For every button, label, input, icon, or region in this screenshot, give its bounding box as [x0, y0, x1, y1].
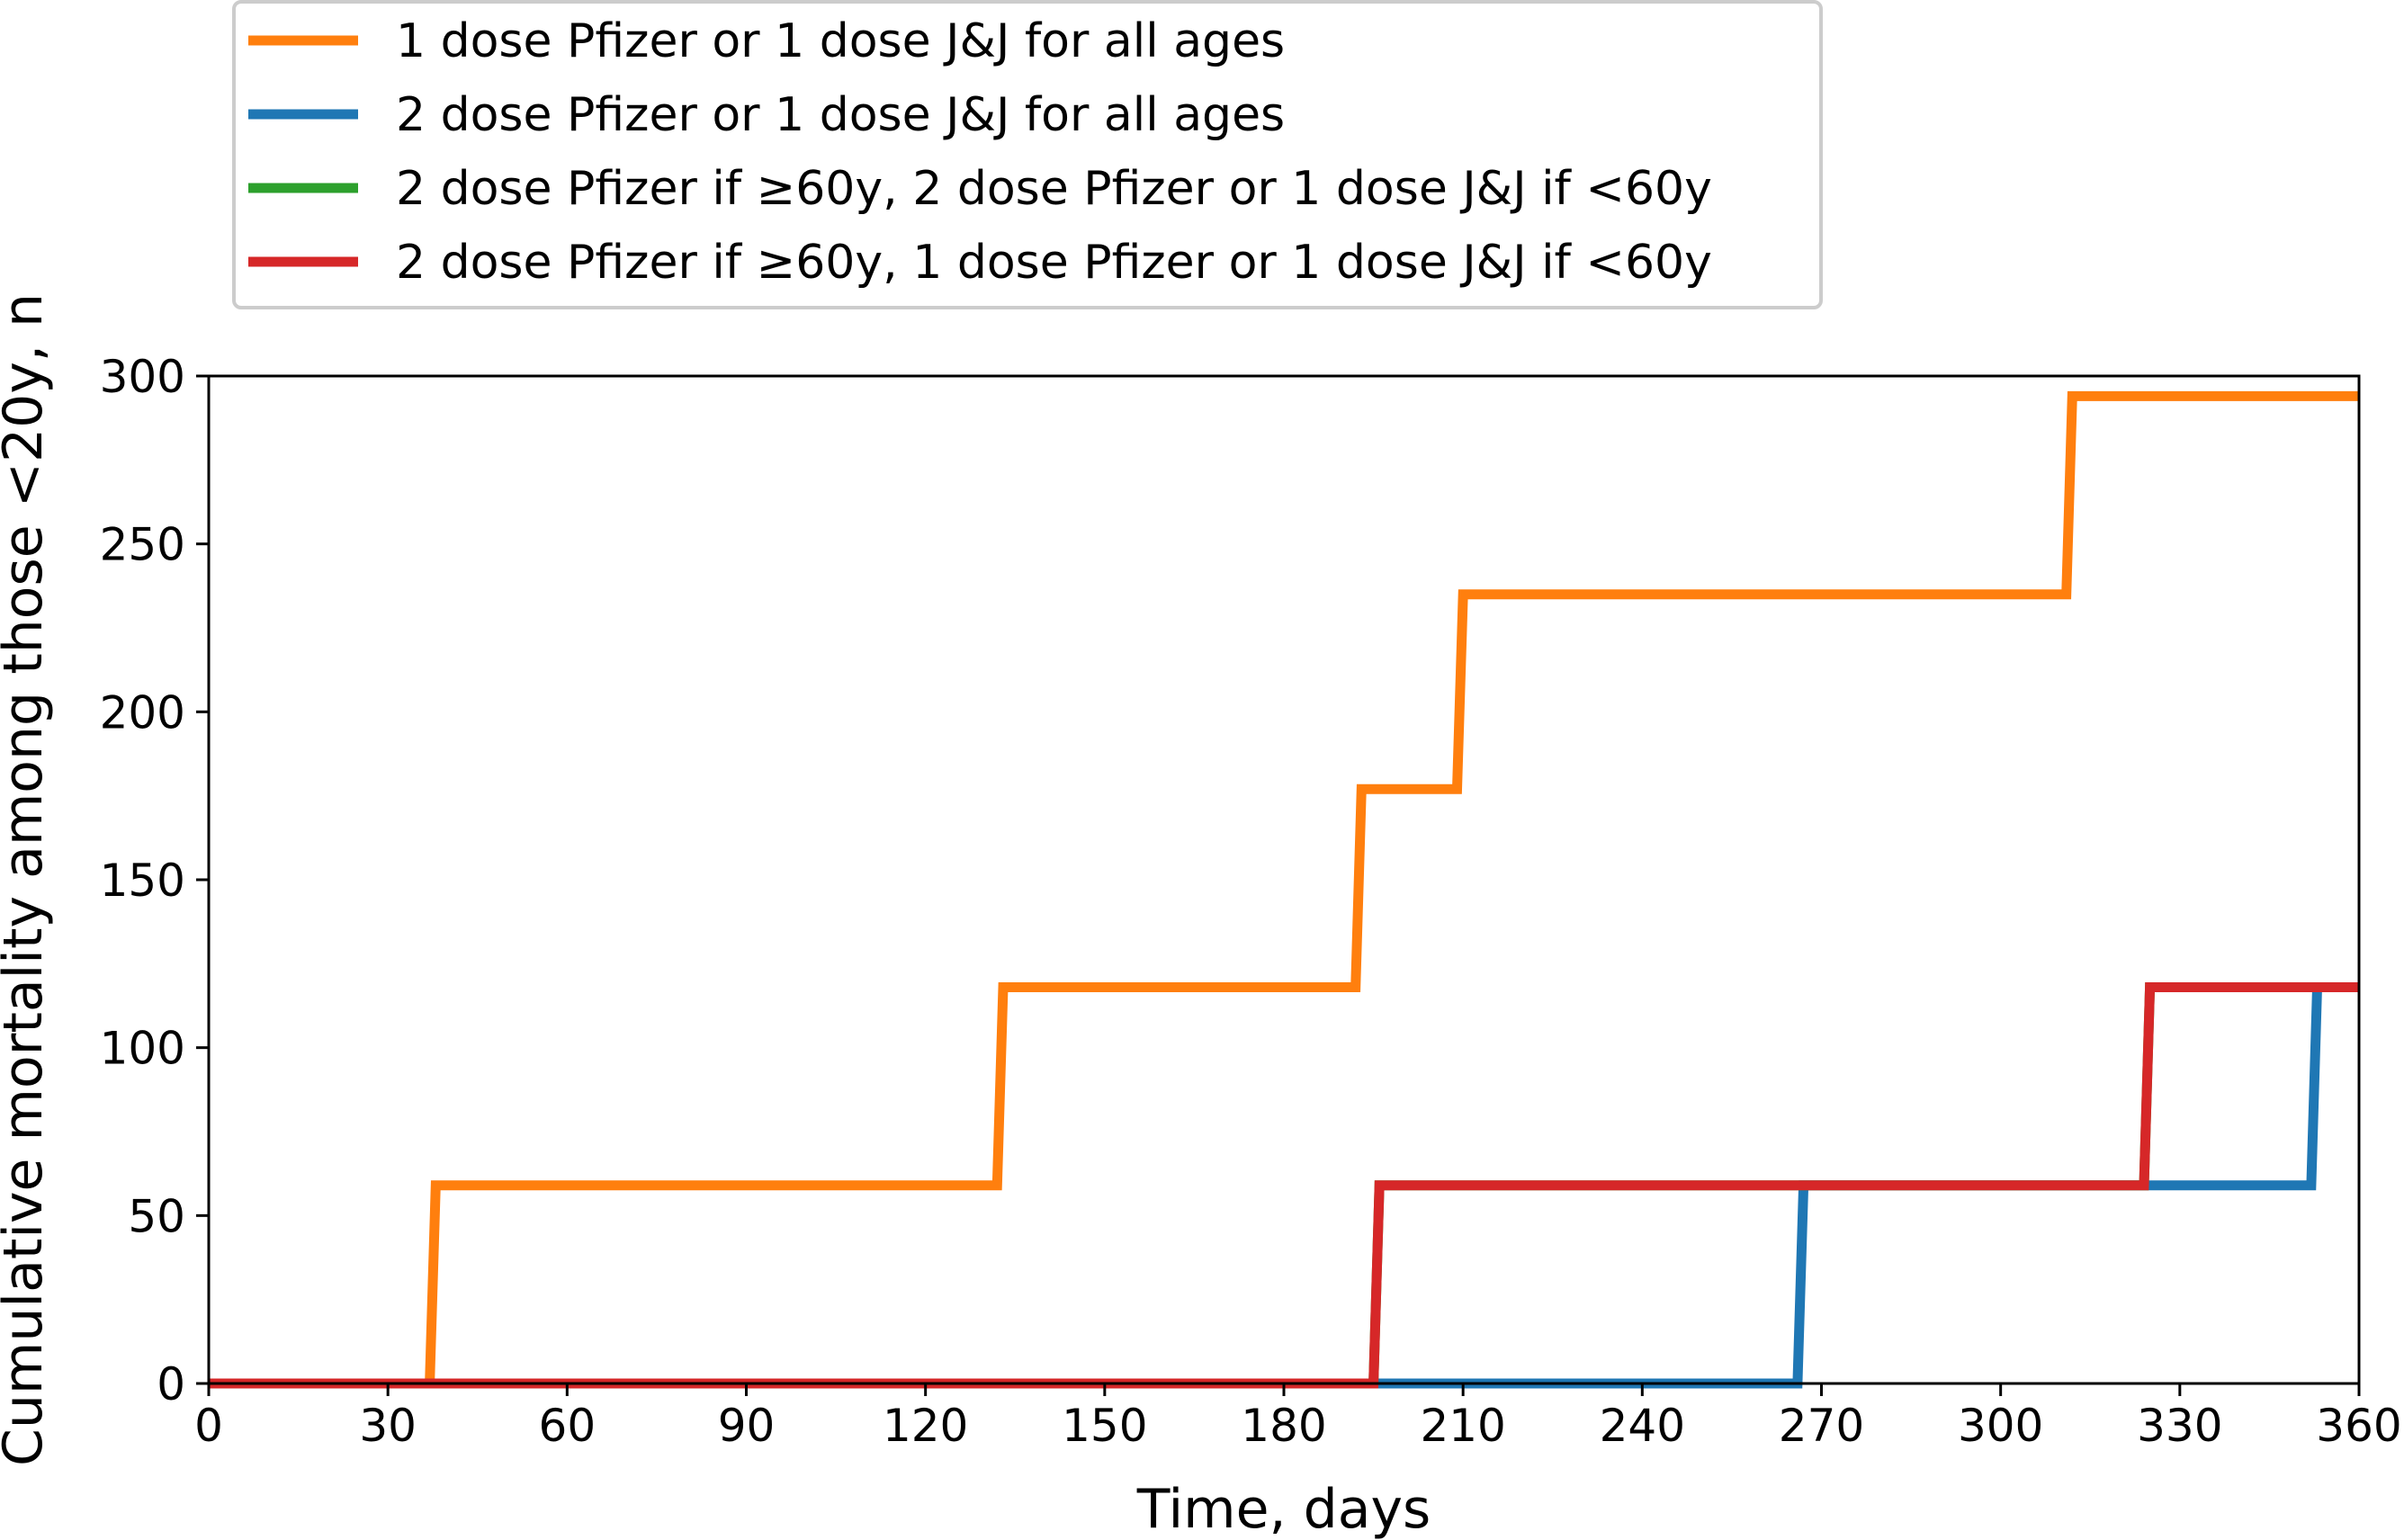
x-tick-label-0: 0 [194, 1400, 223, 1452]
y-tick-label-0: 0 [157, 1358, 185, 1410]
x-tick-label-5: 150 [1062, 1400, 1147, 1452]
x-tick-label-3: 90 [718, 1400, 776, 1452]
y-axis-label: Cumulative mortality among those <20y, n [0, 293, 55, 1466]
x-tick-label-10: 300 [1958, 1400, 2043, 1452]
legend-label-3: 2 dose Pfizer if ≥60y, 1 dose Pfizer or … [396, 236, 1712, 290]
x-axis-label: Time, days [1136, 1478, 1431, 1540]
legend-label-2: 2 dose Pfizer if ≥60y, 2 dose Pfizer or … [396, 162, 1712, 216]
y-tick-label-5: 250 [100, 519, 185, 571]
x-tick-label-12: 360 [2316, 1400, 2401, 1452]
y-tick-label-1: 50 [128, 1190, 185, 1242]
x-tick-label-8: 240 [1600, 1400, 1685, 1452]
x-tick-label-4: 120 [883, 1400, 968, 1452]
x-tick-label-1: 30 [359, 1400, 417, 1452]
x-tick-label-6: 180 [1241, 1400, 1326, 1452]
x-tick-label-11: 330 [2137, 1400, 2222, 1452]
x-tick-label-9: 270 [1779, 1400, 1864, 1452]
y-tick-label-2: 100 [100, 1023, 185, 1075]
legend: 1 dose Pfizer or 1 dose J&J for all ages… [232, 0, 1823, 309]
y-tick-label-4: 200 [100, 686, 185, 739]
legend-label-1: 2 dose Pfizer or 1 dose J&J for all ages [396, 88, 1285, 142]
y-axis: 0 50 100 150 200 250 300 [100, 351, 209, 1410]
y-tick-label-6: 300 [100, 351, 185, 403]
x-tick-label-7: 210 [1420, 1400, 1505, 1452]
x-tick-label-2: 60 [539, 1400, 597, 1452]
legend-label-0: 1 dose Pfizer or 1 dose J&J for all ages [396, 14, 1285, 68]
x-axis: 0 30 60 90 120 150 180 210 240 270 300 330 360 [194, 1383, 2402, 1452]
series-line-0 [209, 390, 2359, 1389]
legend-frame [232, 0, 1823, 309]
y-tick-label-3: 150 [100, 855, 185, 907]
